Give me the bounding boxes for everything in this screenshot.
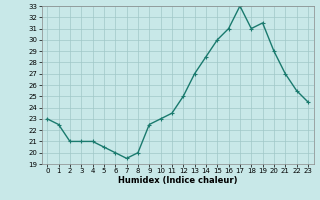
X-axis label: Humidex (Indice chaleur): Humidex (Indice chaleur) (118, 176, 237, 185)
